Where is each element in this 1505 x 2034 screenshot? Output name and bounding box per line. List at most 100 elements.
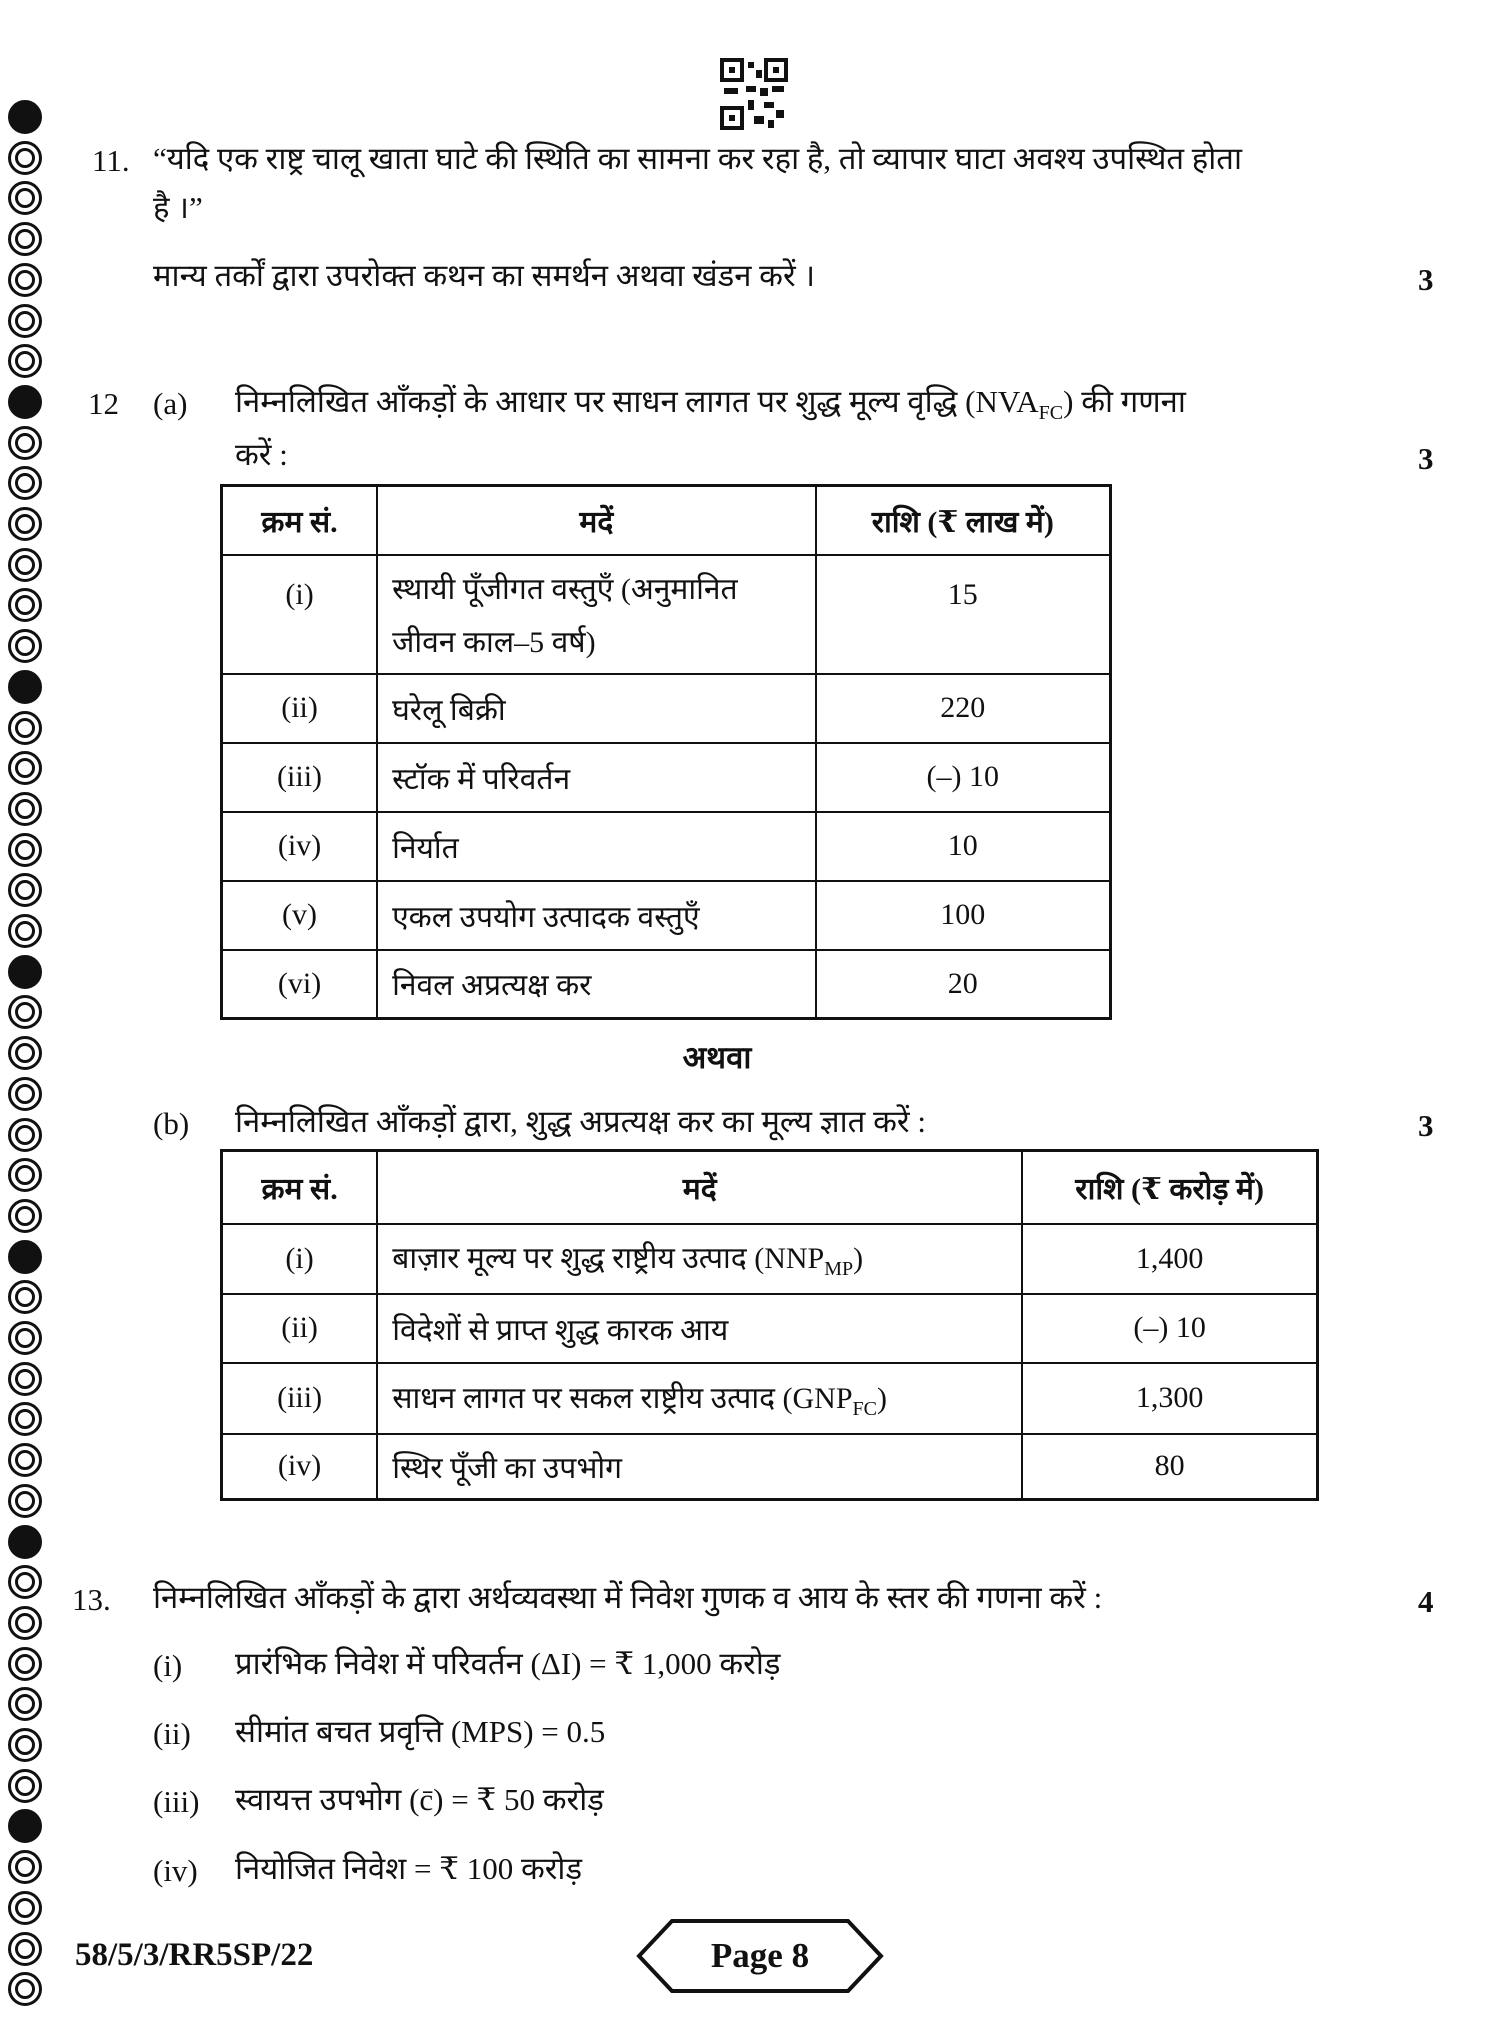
ring-icon bbox=[8, 1768, 42, 1803]
text: जीवन काल–5 वर्ष) bbox=[392, 626, 596, 659]
text: निम्नलिखित आँकड़ों के आधार पर साधन लागत … bbox=[235, 384, 1039, 419]
ring-icon bbox=[8, 1158, 42, 1193]
table-row: (ii) विदेशों से प्राप्त शुद्ध कारक आय (–) … bbox=[220, 1292, 1319, 1364]
cell: (i) bbox=[220, 1222, 379, 1295]
question-number: 11. bbox=[92, 143, 130, 178]
filled-ring-icon bbox=[8, 384, 42, 419]
item-text: स्वायत्त उपभोग (c̄) = ₹ 50 करोड़ bbox=[235, 1782, 604, 1817]
cell: 1,400 bbox=[1021, 1222, 1319, 1295]
ring-icon bbox=[8, 629, 42, 664]
marks: 3 bbox=[1418, 262, 1434, 297]
header-cell: क्रम सं. bbox=[220, 484, 379, 556]
qr-code-icon bbox=[720, 58, 788, 130]
filled-ring-icon bbox=[8, 669, 42, 704]
table-row: (iv) निर्यात 10 bbox=[220, 810, 1112, 882]
ring-icon bbox=[8, 1565, 42, 1600]
cell: विदेशों से प्राप्त शुद्ध कारक आय bbox=[376, 1292, 1024, 1364]
page-hexagon-icon bbox=[636, 1919, 884, 1993]
subscript: FC bbox=[852, 1397, 877, 1420]
ring-icon bbox=[8, 547, 42, 582]
text: ) की गणना bbox=[1063, 384, 1186, 419]
filled-ring-icon bbox=[8, 954, 42, 989]
ring-icon bbox=[8, 344, 42, 379]
cell: (–) 10 bbox=[814, 741, 1112, 813]
ring-icon bbox=[8, 1931, 42, 1966]
ring-icon bbox=[8, 914, 42, 948]
cell: (iii) bbox=[220, 1361, 379, 1435]
table-row: (i) बाज़ार मूल्य पर शुद्ध राष्ट्रीय उत्पा… bbox=[220, 1222, 1319, 1295]
question-instruction: मान्य तर्कों द्वारा उपरोक्त कथन का समर्थ… bbox=[153, 258, 816, 293]
question-text: “यदि एक राष्ट्र चालू खाता घाटे की स्थिति… bbox=[153, 141, 1242, 176]
header-cell: मदें bbox=[376, 484, 817, 556]
ring-icon bbox=[8, 1361, 42, 1396]
table-row: (vi) निवल अप्रत्यक्ष कर 20 bbox=[220, 948, 1112, 1020]
table-row: (iii) साधन लागत पर सकल राष्ट्रीय उत्पाद (… bbox=[220, 1361, 1319, 1435]
text: ) bbox=[877, 1381, 887, 1415]
ring-icon bbox=[8, 1076, 42, 1111]
header-cell: मदें bbox=[376, 1149, 1024, 1225]
cell: 20 bbox=[814, 948, 1112, 1020]
header-cell: राशि (₹ करोड़ में) bbox=[1021, 1149, 1319, 1225]
question-text: है ।” bbox=[153, 190, 203, 225]
subscript: FC bbox=[1038, 402, 1064, 425]
cell: (iv) bbox=[220, 1432, 379, 1501]
part-label: (b) bbox=[153, 1106, 190, 1141]
cell: (ii) bbox=[220, 1292, 379, 1364]
cell: साधन लागत पर सकल राष्ट्रीय उत्पाद (GNPFC… bbox=[376, 1361, 1024, 1435]
item-label: (ii) bbox=[153, 1716, 191, 1751]
item-label: (iv) bbox=[153, 1853, 198, 1888]
item-label: (i) bbox=[153, 1648, 183, 1683]
ring-icon bbox=[8, 140, 42, 175]
table-header: क्रम सं. मदें राशि (₹ करोड़ में) bbox=[220, 1149, 1319, 1225]
ring-icon bbox=[8, 1483, 42, 1518]
ring-icon bbox=[8, 1890, 42, 1925]
question-text: करें : bbox=[235, 437, 288, 472]
text: स्थायी पूँजीगत वस्तुएँ (अनुमानित bbox=[392, 573, 738, 606]
ring-icon bbox=[8, 832, 42, 867]
cell: 15 bbox=[814, 553, 1112, 675]
cell: 80 bbox=[1021, 1432, 1319, 1501]
ring-icon bbox=[8, 995, 42, 1030]
table-row: (v) एकल उपयोग उत्पादक वस्तुएँ 100 bbox=[220, 879, 1112, 951]
ring-icon bbox=[8, 1321, 42, 1355]
cell: (vi) bbox=[220, 948, 379, 1020]
ring-icon bbox=[8, 425, 42, 460]
ring-icon bbox=[8, 1850, 42, 1885]
text: साधन लागत पर सकल राष्ट्रीय उत्पाद (GNP bbox=[392, 1381, 853, 1415]
marks: 4 bbox=[1418, 1584, 1434, 1619]
question-text: निम्नलिखित आँकड़ों के आधार पर साधन लागत … bbox=[235, 386, 1186, 423]
or-separator: अथवा bbox=[682, 1040, 752, 1075]
cell: (ii) bbox=[220, 672, 379, 744]
ring-icon bbox=[8, 1402, 42, 1437]
cell: (v) bbox=[220, 879, 379, 951]
cell: एकल उपयोग उत्पादक वस्तुएँ bbox=[376, 879, 817, 951]
data-table-a: क्रम सं. मदें राशि (₹ लाख में) (i) स्थाय… bbox=[220, 484, 1112, 1020]
table-row: (iii) स्टॉक में परिवर्तन (–) 10 bbox=[220, 741, 1112, 813]
filled-ring-icon bbox=[8, 1239, 42, 1274]
ring-icon bbox=[8, 751, 42, 786]
cell: (i) bbox=[220, 553, 379, 675]
question-number: 12 bbox=[88, 386, 119, 421]
item-text: सीमांत बचत प्रवृत्ति (MPS) = 0.5 bbox=[235, 1714, 606, 1749]
cell: 220 bbox=[814, 672, 1112, 744]
cell: 1,300 bbox=[1021, 1361, 1319, 1435]
ring-icon bbox=[8, 1280, 42, 1315]
text: बाज़ार मूल्य पर शुद्ध राष्ट्रीय उत्पाद (… bbox=[392, 1242, 825, 1275]
marks: 3 bbox=[1418, 1108, 1434, 1143]
ring-icon bbox=[8, 222, 42, 257]
cell: (iii) bbox=[220, 741, 379, 813]
item-label: (iii) bbox=[153, 1784, 200, 1819]
ring-icon bbox=[8, 1198, 42, 1233]
cell: (iv) bbox=[220, 810, 379, 882]
cell: निर्यात bbox=[376, 810, 817, 882]
ring-icon bbox=[8, 1605, 42, 1640]
ring-icon bbox=[8, 1728, 42, 1762]
cell: बाज़ार मूल्य पर शुद्ध राष्ट्रीय उत्पाद (… bbox=[376, 1222, 1024, 1295]
cell: घरेलू बिक्री bbox=[376, 672, 817, 744]
ring-icon bbox=[8, 507, 42, 541]
ring-icon bbox=[8, 1687, 42, 1722]
question-text: निम्नलिखित आँकड़ों के द्वारा अर्थव्यवस्थ… bbox=[153, 1580, 1103, 1615]
part-label: (a) bbox=[153, 386, 188, 421]
marks: 3 bbox=[1418, 441, 1434, 476]
ring-icon bbox=[8, 466, 42, 501]
